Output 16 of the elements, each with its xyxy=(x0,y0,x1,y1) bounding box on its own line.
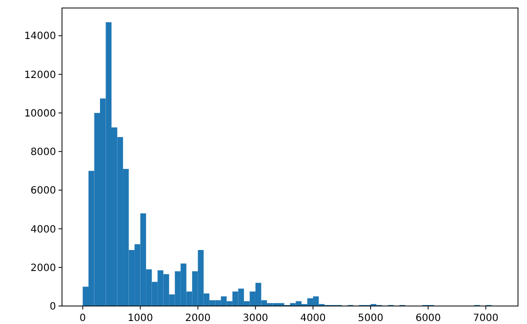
y-tick-label: 0 xyxy=(50,302,56,312)
y-tick-label: 6000 xyxy=(30,186,56,197)
x-tick-label: 2000 xyxy=(185,313,211,324)
y-tick-label: 2000 xyxy=(30,262,56,274)
x-tick-label: 0 xyxy=(80,313,86,324)
x-tick-label: 5000 xyxy=(358,313,384,324)
y-tick-label: 12000 xyxy=(24,70,56,81)
x-tick-label: 6000 xyxy=(415,313,441,324)
x-tick-label: 4000 xyxy=(300,313,326,324)
x-tick-label: 3000 xyxy=(242,313,268,324)
x-tick-label: 1000 xyxy=(128,313,154,324)
y-tick-label: 8000 xyxy=(30,147,56,158)
x-tick-label: 7000 xyxy=(473,313,498,324)
y-tick-label: 4000 xyxy=(30,224,56,236)
y-tick-label: 10000 xyxy=(24,108,56,120)
y-tick-label: 14000 xyxy=(24,31,56,42)
